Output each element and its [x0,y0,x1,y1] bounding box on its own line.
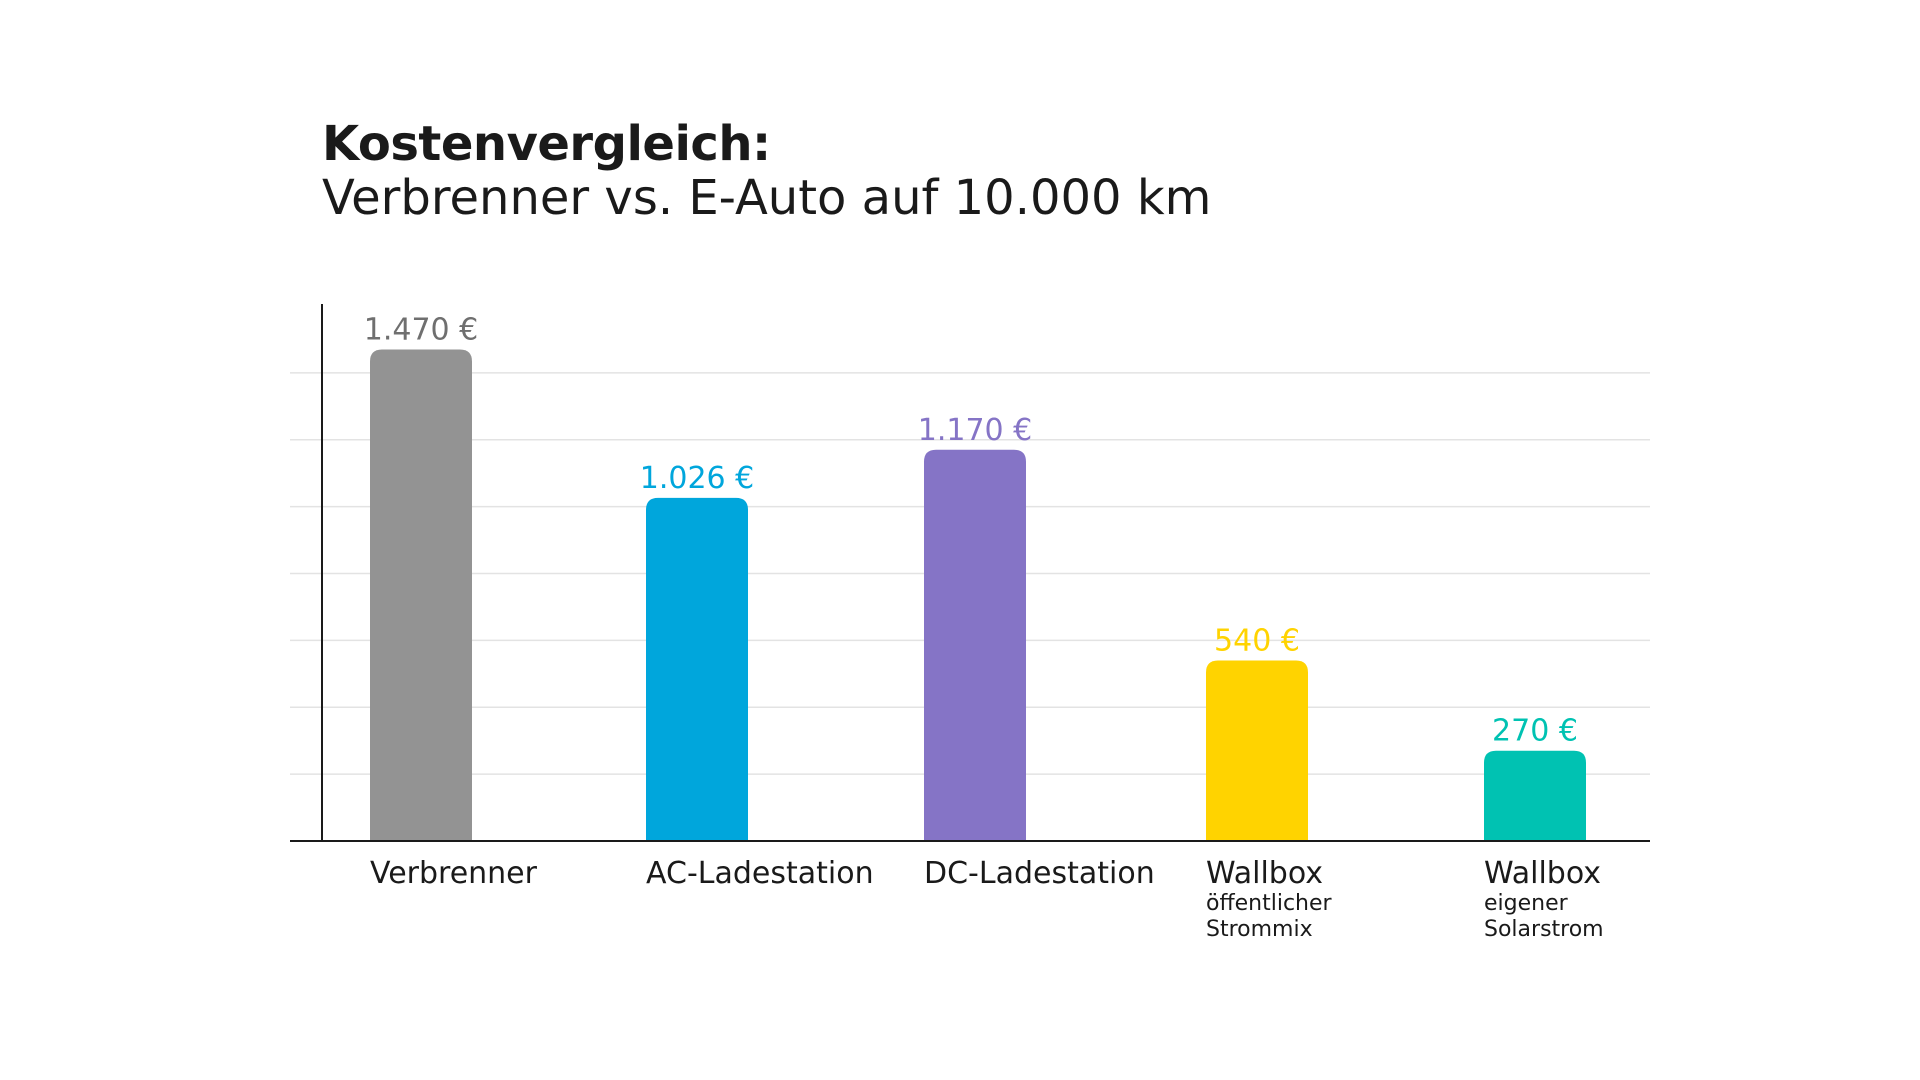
bar-1 [370,349,472,841]
bar-5 [1484,750,1586,841]
value-label-2: 1.026 € [640,461,755,496]
bars [370,349,1586,841]
category-sublabel-5-1: eigener [1484,891,1569,916]
category-sublabel-5-2: Solarstrom [1484,917,1604,942]
category-label-4: Wallbox [1206,856,1323,891]
bar-4 [1206,660,1308,841]
bar-2 [646,497,748,841]
value-label-1: 1.470 € [364,312,479,347]
value-label-5: 270 € [1492,714,1578,749]
value-labels: 1.470 € 1.026 € 1.170 € 540 € 270 € [364,312,1578,748]
axes [290,304,1650,842]
chart-title: Kostenvergleich: [322,116,771,172]
category-sublabel-4-1: öffentlicher [1206,891,1333,916]
category-label-5: Wallbox [1484,856,1601,891]
bar-3 [924,449,1026,841]
category-labels: Verbrenner AC-Ladestation DC-Ladestation Wa… [370,856,1604,942]
value-label-4: 540 € [1214,623,1300,658]
category-label-1: Verbrenner [370,856,538,891]
category-label-3: DC-Ladestation [924,856,1155,891]
category-sublabel-4-2: Strommix [1206,917,1313,942]
category-label-2: AC-Ladestation [646,856,874,891]
chart-subtitle: Verbrenner vs. E-Auto auf 10.000 km [322,170,1212,226]
value-label-3: 1.170 € [918,413,1033,448]
